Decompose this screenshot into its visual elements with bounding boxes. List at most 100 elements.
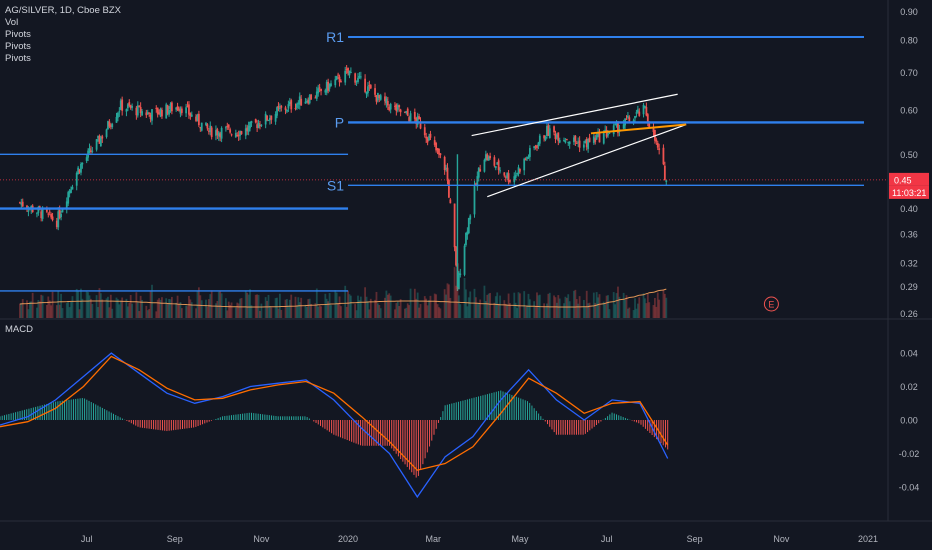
volume-bar — [226, 310, 229, 318]
volume-bar — [217, 291, 220, 318]
candle-body — [439, 153, 442, 156]
candle-body — [209, 125, 212, 133]
indicator-pivots-2[interactable]: Pivots — [5, 41, 31, 52]
legend: AG/SILVER, 1D, Cboe BZX Vol Pivots Pivot… — [5, 5, 121, 65]
candle-body — [91, 150, 94, 152]
candle-body — [597, 132, 599, 137]
candle-body — [111, 123, 114, 128]
volume-bar — [516, 308, 519, 318]
volume-bar — [476, 303, 479, 318]
candle-body — [386, 101, 389, 106]
candle-body — [628, 117, 631, 122]
candle-body — [324, 90, 327, 93]
volume-bar — [435, 294, 438, 318]
candle-body — [413, 111, 416, 119]
price-tick-label: 0.36 — [900, 230, 918, 240]
indicator-pivots-1[interactable]: Pivots — [5, 29, 31, 40]
candle-body — [78, 169, 81, 173]
volume-bar — [479, 299, 482, 318]
volume-bar — [196, 290, 199, 318]
candle-body — [237, 134, 240, 137]
candle-body — [433, 140, 436, 145]
volume-bar — [149, 291, 152, 318]
volume-bar — [622, 292, 625, 318]
volume-bar — [607, 295, 609, 318]
time-tick-label: Jul — [81, 534, 93, 544]
volume-bar — [395, 303, 398, 318]
candle-body — [277, 105, 280, 108]
indicator-vol[interactable]: Vol — [5, 17, 19, 28]
candle-body — [51, 216, 54, 221]
volume-bar — [439, 308, 442, 318]
volume-bar — [60, 293, 62, 318]
volume-bar — [448, 284, 450, 318]
volume-bar — [624, 299, 626, 318]
candle-body — [60, 213, 62, 218]
candle-body — [115, 116, 118, 123]
volume-bar — [47, 296, 50, 318]
volume-bar — [477, 303, 480, 318]
volume-bar — [634, 298, 636, 318]
volume-bar — [577, 303, 580, 318]
macd-title[interactable]: MACD — [5, 324, 33, 335]
candle-body — [199, 126, 202, 129]
candle-body — [98, 135, 101, 144]
candle-body — [369, 85, 372, 89]
candle-body — [109, 125, 112, 127]
candle-body — [376, 93, 379, 101]
candle-body — [479, 169, 482, 172]
candle-body — [355, 80, 358, 82]
candle-body — [364, 78, 366, 92]
volume-bar — [178, 304, 180, 318]
symbol-title[interactable]: AG/SILVER, 1D, Cboe BZX — [5, 5, 121, 16]
volume-bar — [327, 301, 330, 318]
candle-body — [359, 76, 362, 78]
volume-bar — [155, 311, 158, 318]
volume-bar — [81, 298, 84, 318]
volume-bar — [638, 297, 641, 318]
candle-body — [340, 80, 342, 83]
volume-bar — [484, 301, 487, 318]
indicator-pivots-3[interactable]: Pivots — [5, 53, 31, 64]
volume-bar — [169, 299, 172, 318]
volume-bar — [406, 303, 409, 318]
candles — [18, 65, 668, 291]
candle-body — [533, 146, 536, 149]
candle-body — [259, 124, 261, 127]
volume-bar — [597, 297, 599, 318]
volume-bar — [453, 267, 456, 318]
candle-body — [108, 121, 111, 127]
candle-body — [178, 110, 180, 112]
candle-body — [636, 109, 639, 113]
volume-bar — [166, 303, 169, 318]
volume-bar — [145, 305, 148, 318]
candle-body — [347, 67, 349, 74]
volume-bar — [280, 309, 283, 318]
candle-body — [337, 74, 340, 76]
candle-body — [131, 106, 134, 108]
volume-bar — [547, 293, 550, 318]
time-tick-label: 2020 — [338, 534, 358, 544]
candle-body — [368, 85, 371, 87]
candle-body — [614, 124, 617, 126]
volume-bar — [324, 293, 327, 318]
candle-body — [330, 83, 332, 87]
candle-body — [588, 137, 591, 143]
volume-bar — [347, 290, 349, 318]
candle-body — [435, 143, 438, 151]
volume-bar — [239, 298, 241, 318]
candle-body — [463, 245, 466, 275]
volume-bar — [38, 301, 41, 318]
candle-body — [296, 103, 298, 108]
volume-bar — [514, 302, 517, 318]
candle-body — [105, 129, 108, 137]
volume-bar — [409, 288, 412, 318]
candle-body — [197, 113, 200, 126]
volume-bar — [297, 297, 300, 318]
candle-body — [582, 144, 585, 148]
volume-bar — [269, 306, 271, 318]
candle-body — [374, 88, 376, 95]
candle-body — [247, 125, 250, 132]
